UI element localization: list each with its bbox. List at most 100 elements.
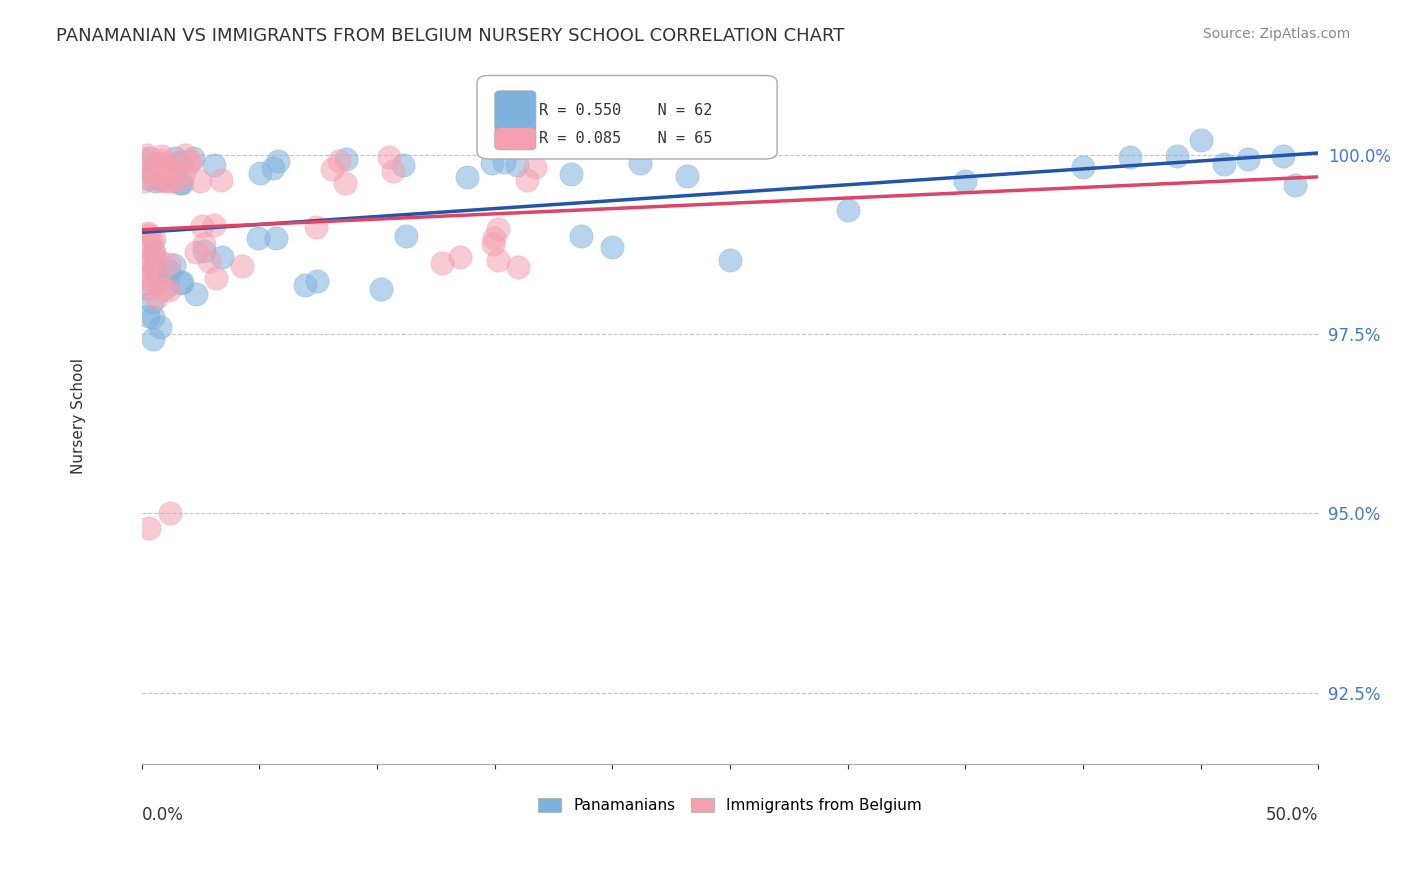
Point bbox=[184, 287, 207, 301]
Point bbox=[180, 154, 202, 169]
Point bbox=[335, 152, 357, 166]
Point bbox=[142, 232, 165, 246]
Point bbox=[188, 174, 211, 188]
Point bbox=[136, 281, 159, 295]
Point bbox=[494, 154, 516, 169]
Y-axis label: Nursery School: Nursery School bbox=[72, 359, 86, 475]
Point bbox=[148, 274, 170, 288]
Point bbox=[152, 173, 174, 187]
Point bbox=[134, 153, 156, 167]
Point bbox=[166, 173, 188, 187]
Point bbox=[142, 310, 165, 325]
Point bbox=[163, 258, 186, 272]
Point bbox=[143, 260, 166, 274]
Point bbox=[142, 166, 165, 180]
Point bbox=[169, 176, 191, 190]
Point bbox=[170, 155, 193, 169]
Point bbox=[571, 229, 593, 244]
Point bbox=[333, 176, 356, 190]
Point bbox=[328, 153, 350, 168]
Point bbox=[247, 230, 270, 244]
Point bbox=[139, 282, 162, 296]
Point bbox=[136, 227, 159, 242]
Point bbox=[1213, 157, 1236, 171]
Point bbox=[153, 167, 176, 181]
Point bbox=[1236, 152, 1258, 166]
Point bbox=[173, 148, 195, 162]
Point bbox=[1272, 149, 1295, 163]
Point bbox=[145, 291, 167, 305]
Point bbox=[1071, 160, 1094, 174]
Point bbox=[177, 154, 200, 169]
Text: Source: ZipAtlas.com: Source: ZipAtlas.com bbox=[1202, 27, 1350, 41]
Point bbox=[1119, 150, 1142, 164]
Point bbox=[136, 309, 159, 323]
Point bbox=[141, 235, 163, 249]
Point bbox=[172, 176, 194, 190]
Point bbox=[1166, 149, 1188, 163]
Legend: Panamanians, Immigrants from Belgium: Panamanians, Immigrants from Belgium bbox=[533, 792, 928, 819]
Point bbox=[159, 174, 181, 188]
Point bbox=[150, 174, 173, 188]
Point bbox=[482, 231, 505, 245]
Point bbox=[486, 253, 509, 268]
Point bbox=[508, 260, 530, 275]
Point bbox=[148, 159, 170, 173]
Text: 0.0%: 0.0% bbox=[142, 806, 184, 824]
Point bbox=[143, 248, 166, 262]
Point bbox=[159, 257, 181, 271]
Point bbox=[193, 236, 215, 251]
Point bbox=[139, 256, 162, 270]
Point bbox=[150, 153, 173, 167]
Point bbox=[134, 174, 156, 188]
Point bbox=[149, 255, 172, 269]
Point bbox=[205, 270, 228, 285]
Point bbox=[138, 171, 160, 186]
Text: PANAMANIAN VS IMMIGRANTS FROM BELGIUM NURSERY SCHOOL CORRELATION CHART: PANAMANIAN VS IMMIGRANTS FROM BELGIUM NU… bbox=[56, 27, 845, 45]
Point bbox=[676, 169, 699, 184]
Point bbox=[211, 250, 233, 264]
Text: R = 0.085    N = 65: R = 0.085 N = 65 bbox=[540, 131, 713, 146]
Point bbox=[456, 169, 478, 184]
Point bbox=[143, 157, 166, 171]
Point bbox=[141, 165, 163, 179]
Point bbox=[1284, 178, 1306, 193]
Point bbox=[162, 165, 184, 179]
Point bbox=[191, 219, 214, 233]
Point bbox=[560, 167, 582, 181]
Text: 50.0%: 50.0% bbox=[1265, 806, 1319, 824]
FancyBboxPatch shape bbox=[495, 91, 536, 131]
Point bbox=[148, 156, 170, 170]
Point bbox=[142, 332, 165, 346]
Point bbox=[173, 166, 195, 180]
Point bbox=[602, 240, 624, 254]
Point bbox=[159, 506, 181, 520]
Point bbox=[430, 255, 453, 269]
Point bbox=[523, 161, 546, 175]
Point bbox=[1189, 133, 1212, 147]
Point bbox=[143, 262, 166, 277]
Point bbox=[321, 162, 343, 177]
Point bbox=[143, 172, 166, 186]
Point bbox=[155, 159, 177, 173]
Point bbox=[506, 158, 529, 172]
Point bbox=[181, 151, 204, 165]
Point bbox=[267, 153, 290, 168]
FancyBboxPatch shape bbox=[495, 128, 536, 150]
Point bbox=[202, 158, 225, 172]
Point bbox=[249, 166, 271, 180]
Point bbox=[378, 150, 401, 164]
Text: R = 0.550    N = 62: R = 0.550 N = 62 bbox=[540, 103, 713, 119]
Point bbox=[145, 174, 167, 188]
Point bbox=[159, 264, 181, 278]
Point bbox=[628, 156, 651, 170]
Point bbox=[231, 259, 253, 273]
Point bbox=[515, 173, 537, 187]
Point bbox=[136, 226, 159, 240]
Point bbox=[153, 282, 176, 296]
FancyBboxPatch shape bbox=[477, 76, 778, 159]
Point bbox=[160, 174, 183, 188]
Point bbox=[837, 203, 859, 218]
Point bbox=[481, 156, 503, 170]
Point bbox=[170, 276, 193, 290]
